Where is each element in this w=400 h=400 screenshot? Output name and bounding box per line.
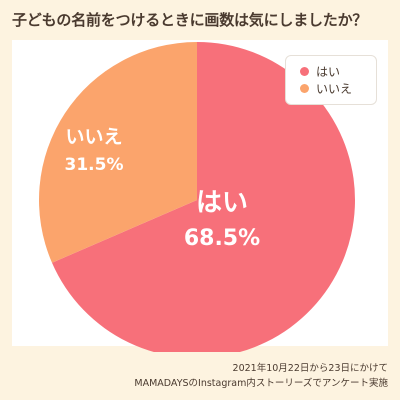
legend-swatch-yes — [300, 67, 309, 76]
slice-category-label-no: いいえ — [65, 126, 122, 148]
legend-label-no: いいえ — [316, 82, 353, 96]
legend-label-yes: はい — [316, 65, 341, 79]
legend-item-no: いいえ — [300, 80, 376, 97]
pie-slice-no — [38, 42, 197, 263]
legend: はい いいえ — [285, 55, 377, 105]
footnote-source: MAMADAYSのInstagram内ストーリーズでアンケート実施 — [134, 378, 388, 389]
slice-value-label-yes: 68.5% — [184, 226, 260, 251]
pie-slice-yes — [51, 42, 355, 358]
legend-item-yes: はい — [300, 63, 376, 80]
slice-value-label-no: 31.5% — [65, 155, 124, 175]
chart-title: 子どもの名前をつけるときに画数は気にしましたか？ — [12, 11, 368, 29]
footer: 2021年10月22日から23日にかけて MAMADAYSのInstagram内… — [0, 352, 400, 400]
header: 子どもの名前をつけるときに画数は気にしましたか？ — [0, 0, 400, 40]
legend-swatch-no — [300, 84, 309, 93]
slice-category-label-yes: はい — [196, 188, 248, 218]
footnote-date: 2021年10月22日から23日にかけて — [232, 363, 388, 374]
